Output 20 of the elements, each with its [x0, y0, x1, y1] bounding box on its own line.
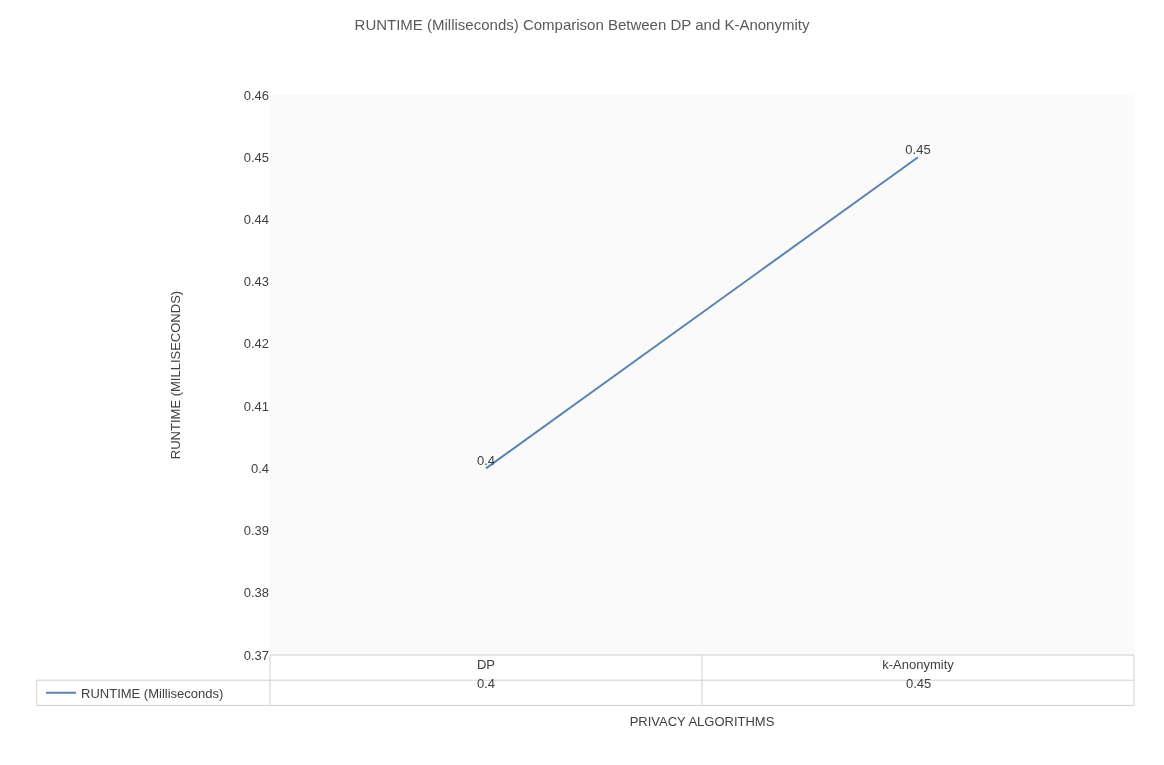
text: 0.4: [476, 453, 496, 469]
text: 0.45: [905, 141, 931, 157]
x-tick-label: k-Anonymity: [882, 657, 955, 672]
data-label: 0.45: [906, 676, 932, 691]
x-tick-label: DP: [476, 657, 496, 672]
y-tick-label: 0.39: [243, 523, 269, 539]
y-tick-label: 0.4: [250, 460, 269, 476]
y-tick-label: 0.45: [243, 149, 269, 165]
y-tick-label: 0.41: [243, 398, 269, 414]
y-tick-label: 0.42: [243, 336, 269, 352]
y-tick-label: 0.37: [243, 647, 269, 663]
legend-label: RUNTIME (Milliseconds): [81, 685, 224, 701]
data-label: 0.4: [477, 676, 496, 691]
y-tick-label: 0.43: [243, 274, 269, 290]
y-axis-title: RUNTIME (MILLISECONDS): [167, 290, 183, 460]
y-tick-label: 0.44: [243, 211, 269, 227]
chart-title: RUNTIME (Milliseconds) Comparison Between DP and K-Anonymity: [354, 15, 810, 33]
y-tick-label: 0.38: [243, 585, 269, 601]
x-axis-title: PRIVACY ALGORITHMS: [629, 713, 775, 729]
y-tick-label: 0.46: [243, 87, 269, 103]
